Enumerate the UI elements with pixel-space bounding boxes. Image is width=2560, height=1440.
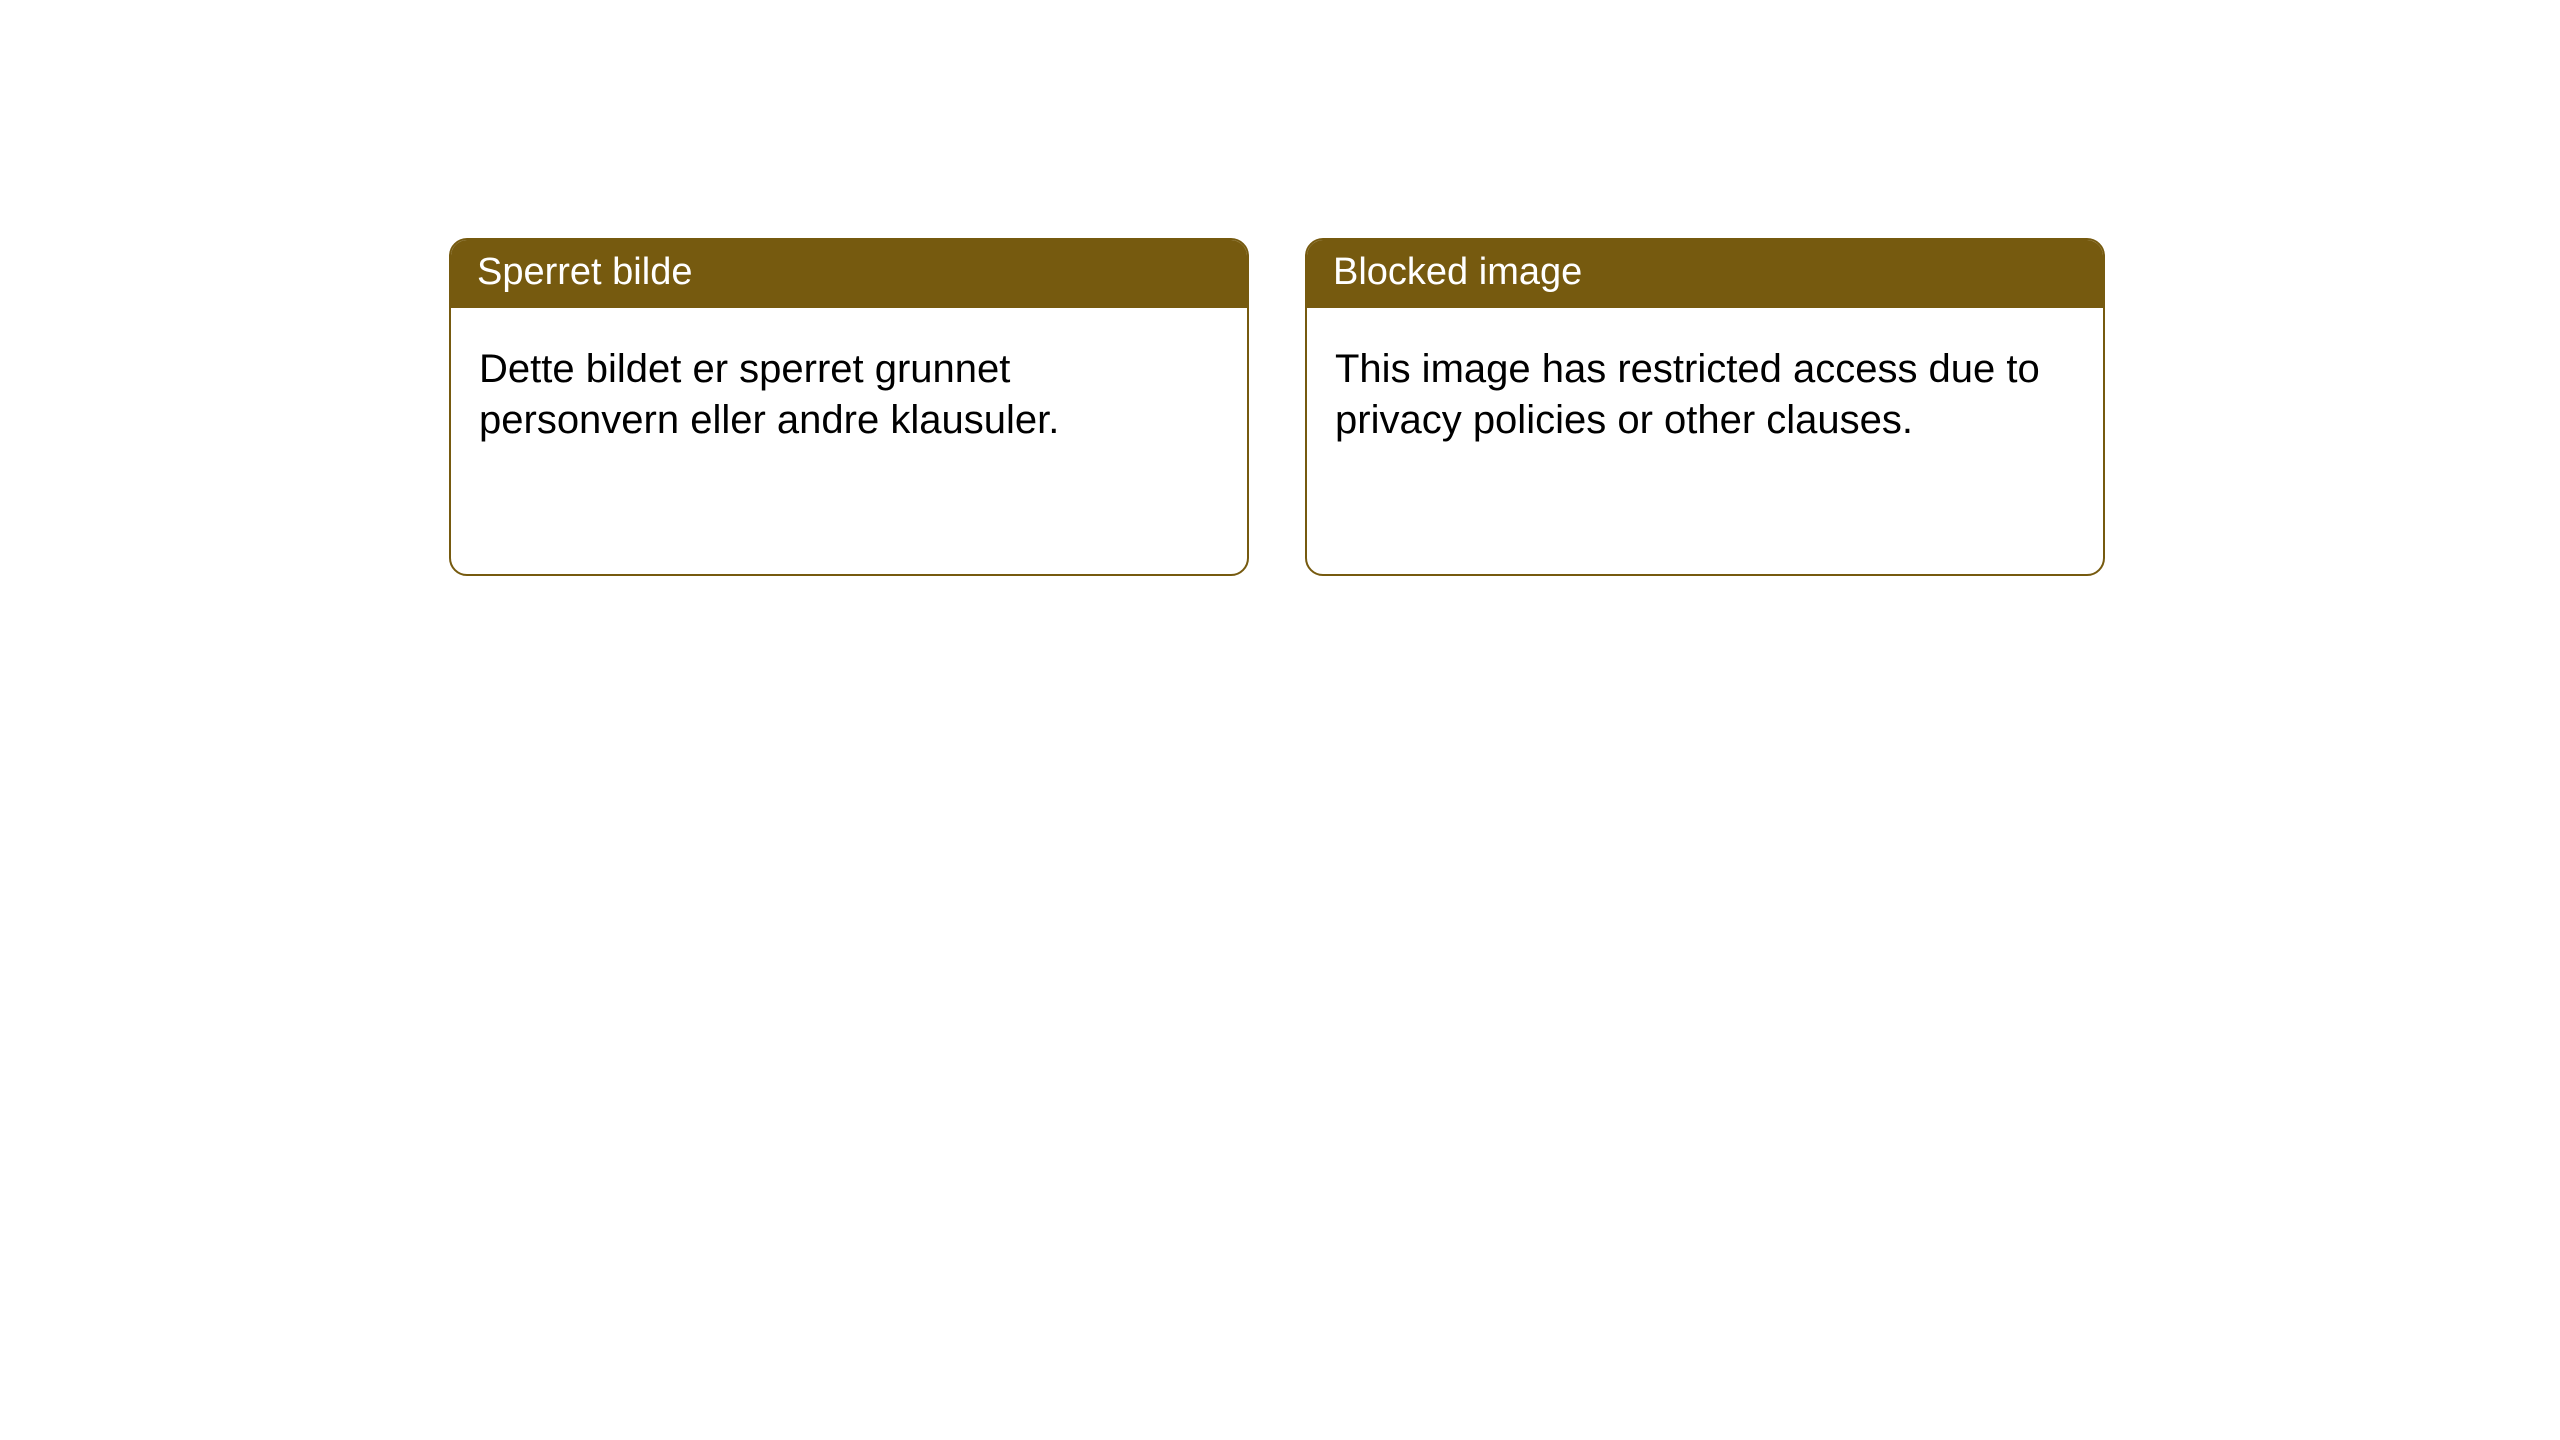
card-body: This image has restricted access due to … — [1307, 308, 2103, 482]
card-body-text: This image has restricted access due to … — [1335, 347, 2040, 442]
card-body: Dette bildet er sperret grunnet personve… — [451, 308, 1247, 482]
card-title: Sperret bilde — [477, 251, 692, 293]
notice-container: Sperret bilde Dette bildet er sperret gr… — [449, 238, 2105, 576]
card-body-text: Dette bildet er sperret grunnet personve… — [479, 347, 1059, 442]
notice-card-english: Blocked image This image has restricted … — [1305, 238, 2105, 576]
notice-card-norwegian: Sperret bilde Dette bildet er sperret gr… — [449, 238, 1249, 576]
card-header: Blocked image — [1307, 240, 2103, 308]
card-header: Sperret bilde — [451, 240, 1247, 308]
card-title: Blocked image — [1333, 251, 1582, 293]
